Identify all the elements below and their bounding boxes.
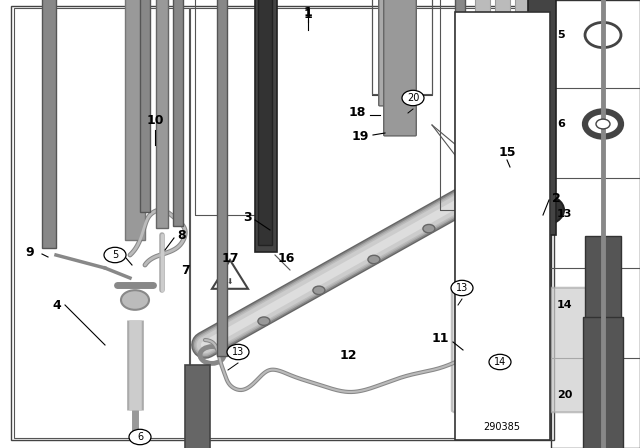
Circle shape (585, 22, 621, 47)
Bar (495, 0, 510, 320)
Text: 18: 18 (348, 105, 365, 119)
Bar (217, 0, 227, 356)
Circle shape (104, 247, 126, 263)
Text: 20: 20 (557, 390, 572, 400)
Circle shape (423, 224, 435, 233)
Text: 16: 16 (277, 251, 294, 264)
Circle shape (489, 354, 511, 370)
Bar (185, 365, 210, 448)
Circle shape (520, 194, 564, 225)
Bar (551, 0, 640, 448)
Bar (42, 0, 56, 248)
Bar (140, 0, 150, 212)
Bar (173, 0, 183, 226)
Text: 13: 13 (232, 347, 244, 357)
Text: 1: 1 (303, 8, 312, 21)
Text: 8: 8 (178, 228, 186, 241)
Bar (255, 0, 277, 252)
Bar (125, 0, 145, 240)
Text: 14: 14 (494, 357, 506, 367)
Bar (455, 0, 465, 344)
FancyBboxPatch shape (384, 0, 416, 136)
Bar (372, 0, 432, 95)
Circle shape (258, 317, 270, 325)
Circle shape (478, 194, 490, 202)
Circle shape (313, 286, 325, 294)
Text: 290385: 290385 (483, 422, 520, 432)
Bar (440, 0, 540, 210)
Circle shape (368, 255, 380, 264)
Bar (585, 236, 621, 448)
Circle shape (129, 429, 151, 445)
FancyBboxPatch shape (379, 0, 416, 106)
Text: 5: 5 (112, 250, 118, 260)
Circle shape (402, 90, 424, 106)
Text: 6: 6 (137, 432, 143, 442)
Text: 12: 12 (339, 349, 356, 362)
Text: 7: 7 (182, 263, 190, 276)
Bar (515, 0, 530, 320)
Circle shape (121, 290, 149, 310)
Text: 20: 20 (407, 93, 419, 103)
Text: 15: 15 (499, 146, 516, 159)
Text: 4: 4 (52, 298, 61, 311)
Bar (475, 0, 490, 320)
Circle shape (451, 280, 473, 296)
Text: 2: 2 (552, 191, 561, 204)
Bar (455, 12, 550, 440)
Text: 14: 14 (557, 300, 573, 310)
Bar (190, 8, 550, 438)
Bar (195, 0, 275, 215)
Bar (156, 0, 168, 228)
Circle shape (596, 119, 610, 129)
FancyBboxPatch shape (452, 288, 598, 412)
Bar (528, 0, 556, 235)
Text: 3: 3 (244, 211, 252, 224)
Text: 10: 10 (147, 113, 164, 126)
Text: 1: 1 (303, 5, 312, 18)
Circle shape (585, 112, 621, 137)
Text: 9: 9 (26, 246, 35, 258)
Text: 6: 6 (557, 119, 565, 129)
Text: 11: 11 (431, 332, 449, 345)
Text: 13: 13 (456, 283, 468, 293)
Bar (11, 6, 554, 440)
Bar (258, 0, 272, 245)
Bar (583, 317, 623, 448)
Text: 5: 5 (557, 30, 564, 40)
Bar (372, 0, 432, 94)
Text: 17: 17 (221, 251, 239, 264)
Text: 19: 19 (351, 129, 369, 142)
Circle shape (227, 345, 249, 360)
Text: 13: 13 (557, 209, 572, 219)
Text: ⬇: ⬇ (227, 277, 233, 287)
Bar (14, 8, 189, 438)
